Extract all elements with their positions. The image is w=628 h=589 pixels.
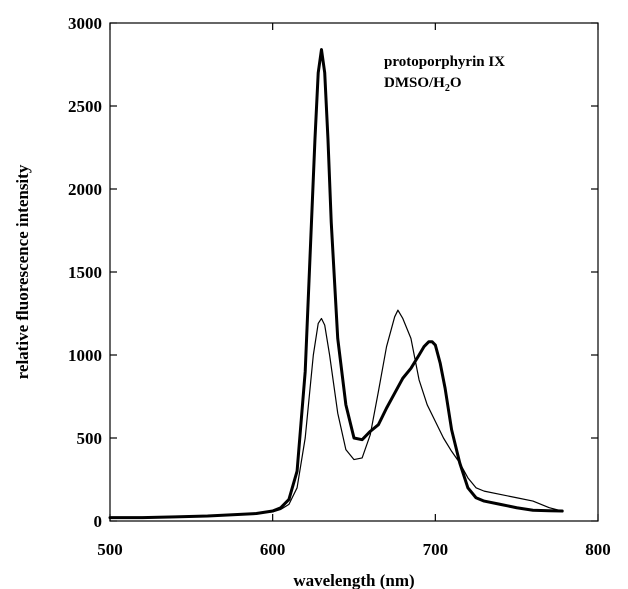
annotation-solvent: DMSO/H2O xyxy=(384,75,462,94)
x-tick-label-700: 700 xyxy=(423,540,449,559)
tick-labels: 500 600 700 800 0 500 1000 1500 2000 2500 3000 xyxy=(68,14,611,559)
x-tick-label-500: 500 xyxy=(97,540,123,559)
x-tick-label-800: 800 xyxy=(585,540,611,559)
series-line-thick-0 xyxy=(108,48,564,520)
y-tick-label-3000: 3000 xyxy=(68,14,102,33)
y-tick-label-1500: 1500 xyxy=(68,263,102,282)
y-tick-label-2000: 2000 xyxy=(68,180,102,199)
x-axis-label: wavelength (nm) xyxy=(293,571,414,589)
y-axis-label: relative fluorescence intensity xyxy=(13,164,32,379)
series-group xyxy=(108,48,564,520)
y-tick-label-1000: 1000 xyxy=(68,346,102,365)
annotation-solvent-b: O xyxy=(450,75,462,91)
annotation-compound: protoporphyrin IX xyxy=(384,54,505,70)
annotation-solvent-sub: 2 xyxy=(445,83,450,94)
series-line-thin-1 xyxy=(109,309,563,519)
axis-ticks xyxy=(109,22,599,522)
plot-frame xyxy=(109,22,599,522)
y-tick-label-2500: 2500 xyxy=(68,97,102,116)
y-tick-label-0: 0 xyxy=(94,512,103,531)
annotation-solvent-a: DMSO/H xyxy=(384,75,445,91)
x-tick-label-600: 600 xyxy=(260,540,286,559)
y-tick-label-500: 500 xyxy=(77,429,103,448)
